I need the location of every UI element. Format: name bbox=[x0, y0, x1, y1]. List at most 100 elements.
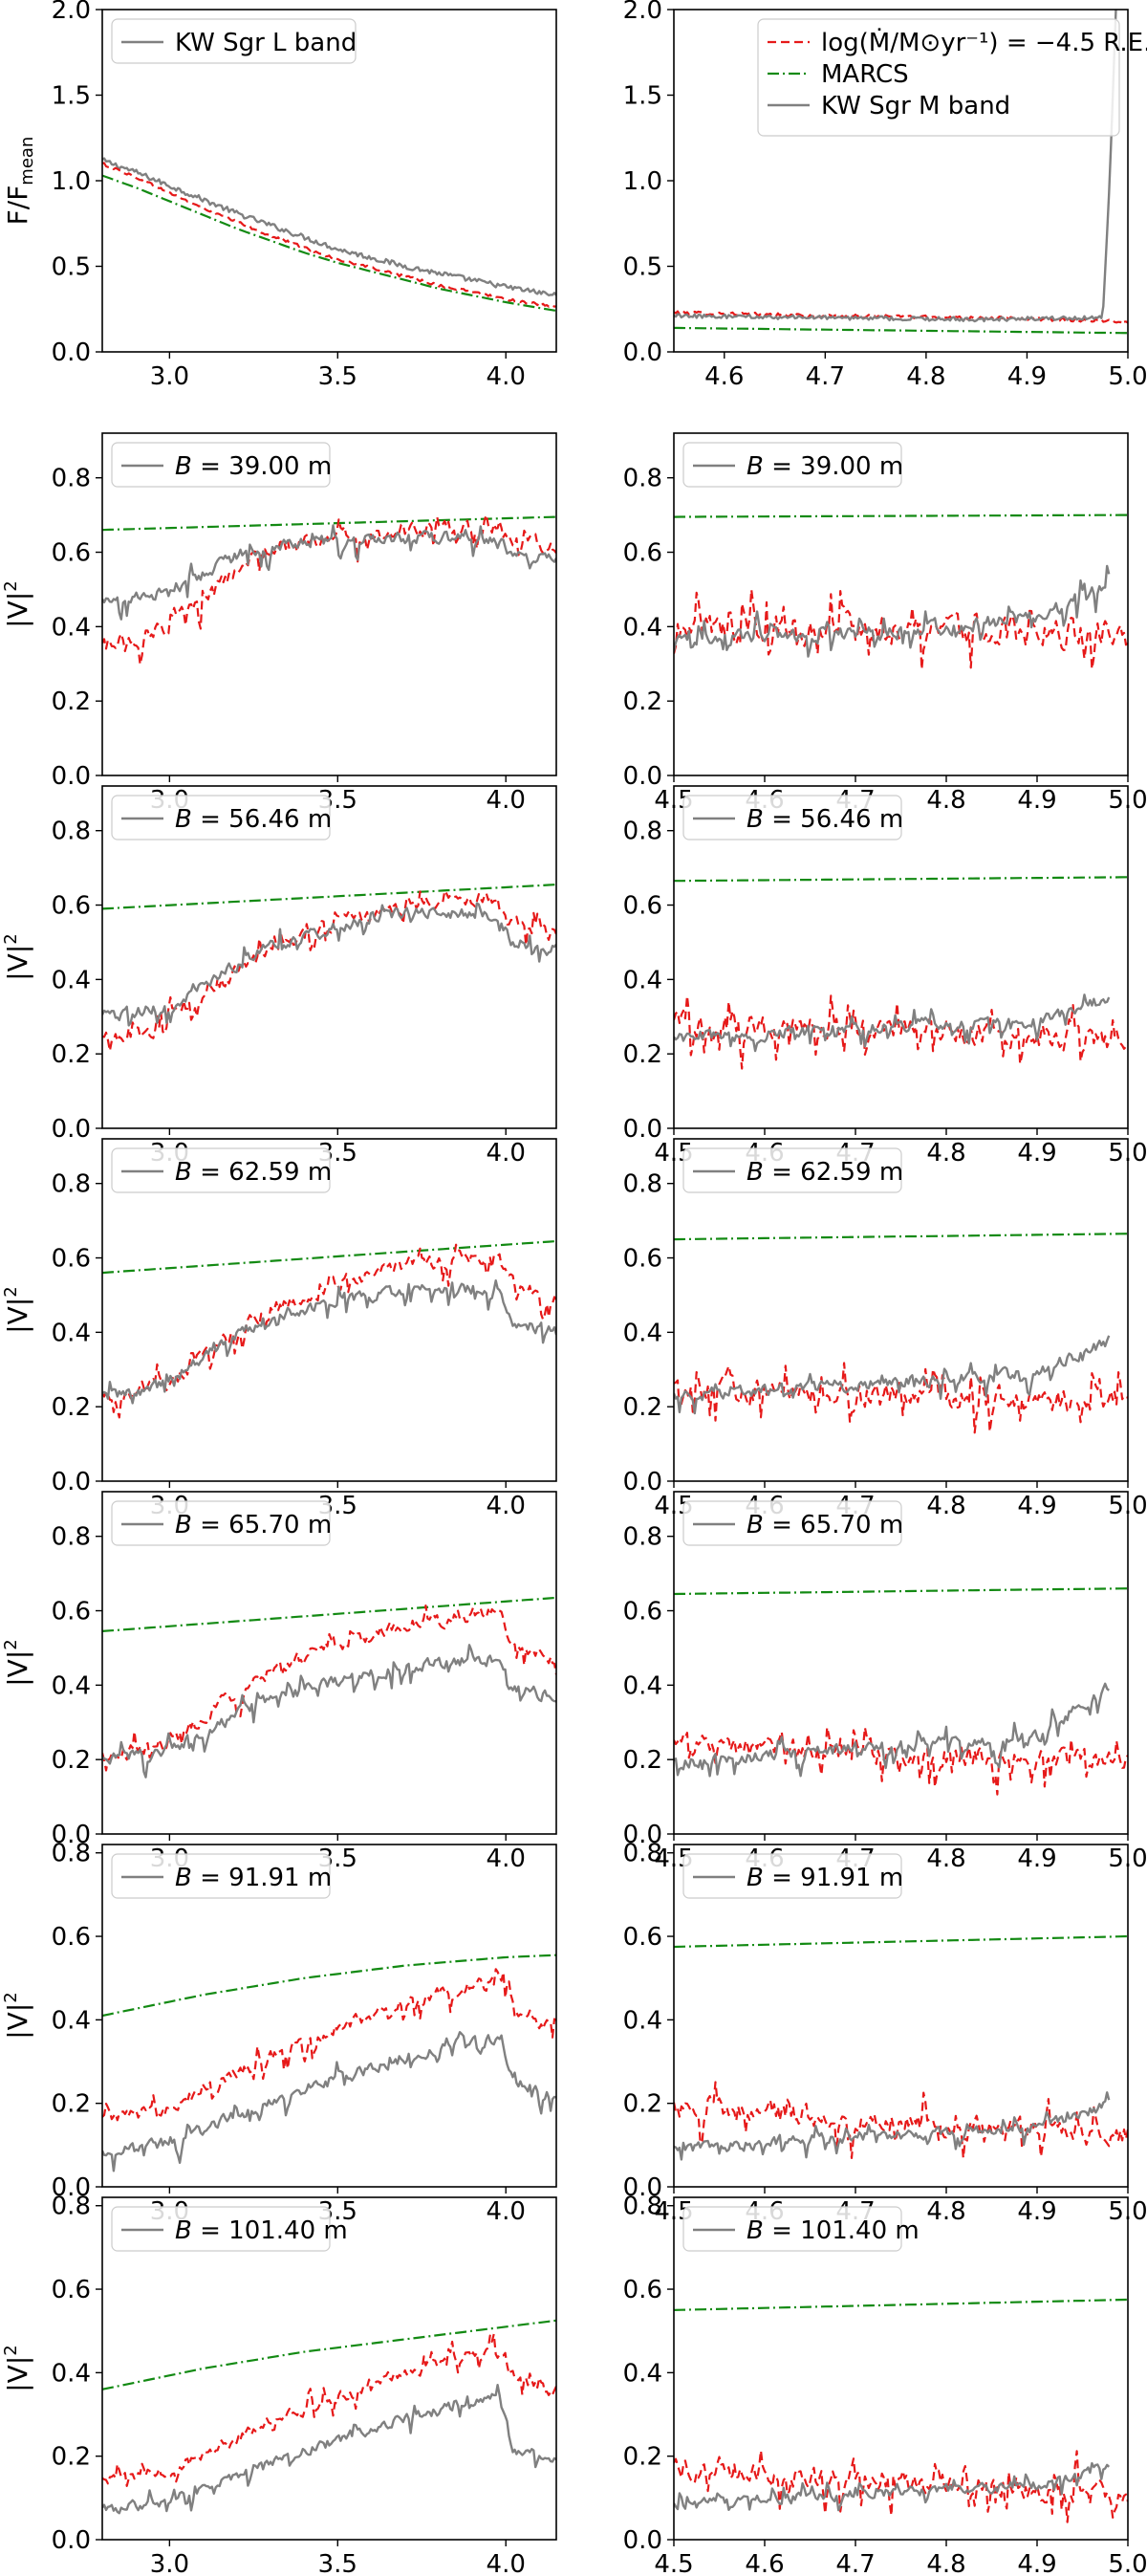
y-tick-label: 0.8 bbox=[623, 465, 662, 493]
panel-1-1: 4.54.64.74.84.95.00.00.20.40.60.8B = 39.… bbox=[623, 432, 1147, 815]
axes-frame bbox=[673, 1491, 1129, 1835]
axes-frame bbox=[673, 1844, 1129, 2188]
legend-box bbox=[111, 18, 357, 64]
plot-area bbox=[102, 1954, 556, 2172]
series-obs-line bbox=[102, 157, 556, 296]
series-marcs-line bbox=[102, 1239, 556, 1275]
series-obs-line bbox=[102, 2384, 556, 2515]
y-tick-label: 0.8 bbox=[623, 1840, 662, 1868]
series-obs-line bbox=[674, 2461, 1111, 2512]
x-tick-label: 4.8 bbox=[906, 362, 945, 391]
legend-box bbox=[111, 1500, 331, 1546]
plot-area bbox=[674, 513, 1128, 670]
legend: B = 65.70 m bbox=[682, 1500, 903, 1546]
y-tick-label: 0.4 bbox=[52, 1319, 91, 1347]
legend-box bbox=[111, 2206, 331, 2252]
axes-frame bbox=[101, 1491, 557, 1835]
y-tick-label: 0.0 bbox=[623, 2526, 662, 2555]
y-tick-label: 0.4 bbox=[623, 1671, 662, 1700]
axes-frame bbox=[101, 1138, 557, 1482]
legend-label: B = 65.70 m bbox=[175, 1511, 332, 1539]
y-tick-label: 0.4 bbox=[52, 613, 91, 642]
y-tick-label: 0.6 bbox=[623, 892, 662, 921]
y-tick-label: 0.2 bbox=[623, 1393, 662, 1422]
legend-label: KW Sgr L band bbox=[175, 29, 357, 57]
y-tick-label: 0.0 bbox=[52, 2526, 91, 2555]
legend-label: MARCS bbox=[821, 60, 909, 89]
panel-6-0: 3.03.54.00.00.20.40.60.8|V|2Wavelength (… bbox=[1, 2193, 557, 2576]
legend-box bbox=[682, 442, 902, 488]
y-tick-label: 0.6 bbox=[52, 1923, 91, 1952]
plot-area bbox=[674, 1233, 1128, 1434]
y-tick-label: 0.8 bbox=[52, 465, 91, 493]
y-tick-label: 0.2 bbox=[52, 1393, 91, 1422]
series-marcs-line bbox=[674, 1233, 1128, 1241]
y-tick-label: 0.2 bbox=[623, 688, 662, 716]
y-tick-label: 1.0 bbox=[52, 167, 91, 196]
y-tick-label: 0.8 bbox=[623, 1170, 662, 1199]
x-tick-label: 4.8 bbox=[926, 2197, 965, 2226]
series-marcs-line bbox=[102, 884, 556, 910]
y-tick-label: 0.2 bbox=[52, 2090, 91, 2119]
y-tick-label: 0.6 bbox=[52, 892, 91, 921]
y-tick-label: 1.0 bbox=[623, 167, 662, 196]
x-tick-label: 4.8 bbox=[926, 2550, 965, 2576]
series-model-line bbox=[102, 1243, 556, 1419]
panel-3-1: 4.54.64.74.84.95.00.00.20.40.60.8B = 62.… bbox=[623, 1138, 1147, 1520]
series-marcs-line bbox=[102, 1596, 556, 1632]
legend-box bbox=[682, 795, 902, 840]
y-tick-label: 0.6 bbox=[52, 539, 91, 568]
series-obs-line bbox=[674, 10, 1117, 323]
legend: log(Ṁ/M⊙yr⁻¹) = −4.5 R.E. MARCS KW Sgr M b… bbox=[757, 18, 1147, 137]
y-tick-label: 0.4 bbox=[52, 2006, 91, 2035]
series-obs-line bbox=[674, 564, 1111, 658]
axes-frame bbox=[673, 432, 1129, 776]
y-tick-label: 0.4 bbox=[623, 2359, 662, 2388]
legend-box bbox=[682, 1853, 902, 1899]
legend-label: B = 39.00 m bbox=[175, 452, 332, 481]
x-tick-label: 4.8 bbox=[926, 786, 965, 815]
y-tick-label: 0.2 bbox=[623, 2090, 662, 2119]
y-tick-label: 2.0 bbox=[623, 0, 662, 25]
series-marcs-line bbox=[674, 1587, 1128, 1596]
legend: B = 91.91 m bbox=[682, 1853, 903, 1899]
x-tick-label: 4.9 bbox=[1017, 2550, 1056, 2576]
x-tick-label: 4.7 bbox=[835, 2550, 875, 2576]
series-model-line bbox=[102, 1968, 556, 2122]
y-tick-label: 0.6 bbox=[52, 2276, 91, 2304]
y-tick-label: 0.2 bbox=[623, 1746, 662, 1775]
legend-label: B = 62.59 m bbox=[747, 1158, 903, 1187]
series-model-line bbox=[102, 162, 556, 308]
x-tick-label: 4.9 bbox=[1017, 1139, 1056, 1168]
y-tick-label: 0.4 bbox=[623, 613, 662, 642]
y-axis-label: |V|2 bbox=[1, 1286, 33, 1333]
legend-box bbox=[757, 18, 1120, 137]
series-model-line bbox=[674, 588, 1128, 670]
legend: B = 65.70 m bbox=[111, 1500, 332, 1546]
plot-area bbox=[674, 2298, 1128, 2523]
axes-frame bbox=[673, 785, 1129, 1129]
axes-frame bbox=[673, 2196, 1129, 2541]
series-marcs-line bbox=[674, 1934, 1128, 1949]
series-model-line bbox=[102, 889, 556, 1053]
x-tick-label: 4.0 bbox=[487, 1139, 526, 1168]
panel-0-1: 4.6 4.7 4.8 4.9 5.0 0.0 0.5 1.0 1.5 2.0 log(Ṁ/M⊙yr… bbox=[623, 0, 1147, 391]
series-marcs-line bbox=[102, 1954, 556, 2018]
panel-5-1: 4.54.64.74.84.95.00.00.20.40.60.8B = 91.… bbox=[623, 1840, 1147, 2226]
y-tick-label: 0.2 bbox=[52, 1746, 91, 1775]
plot-area bbox=[674, 876, 1128, 1070]
axes-frame bbox=[673, 1138, 1129, 1482]
legend-label: B = 101.40 m bbox=[175, 2216, 348, 2245]
plot-area bbox=[102, 157, 556, 313]
y-tick-label: 0.0 bbox=[623, 1468, 662, 1496]
x-tick-label: 4.0 bbox=[487, 362, 526, 391]
series-obs-line bbox=[674, 1682, 1110, 1778]
x-tick-label: 4.0 bbox=[487, 1845, 526, 1873]
x-tick-label: 4.5 bbox=[654, 2550, 693, 2576]
y-tick-label: 0.6 bbox=[623, 1923, 662, 1952]
plot-area bbox=[102, 513, 556, 666]
y-axis-label: |V|2 bbox=[1, 580, 33, 627]
y-tick-label: 0.8 bbox=[623, 2193, 662, 2221]
plot-area bbox=[102, 884, 556, 1053]
series-model-line bbox=[674, 2081, 1128, 2159]
